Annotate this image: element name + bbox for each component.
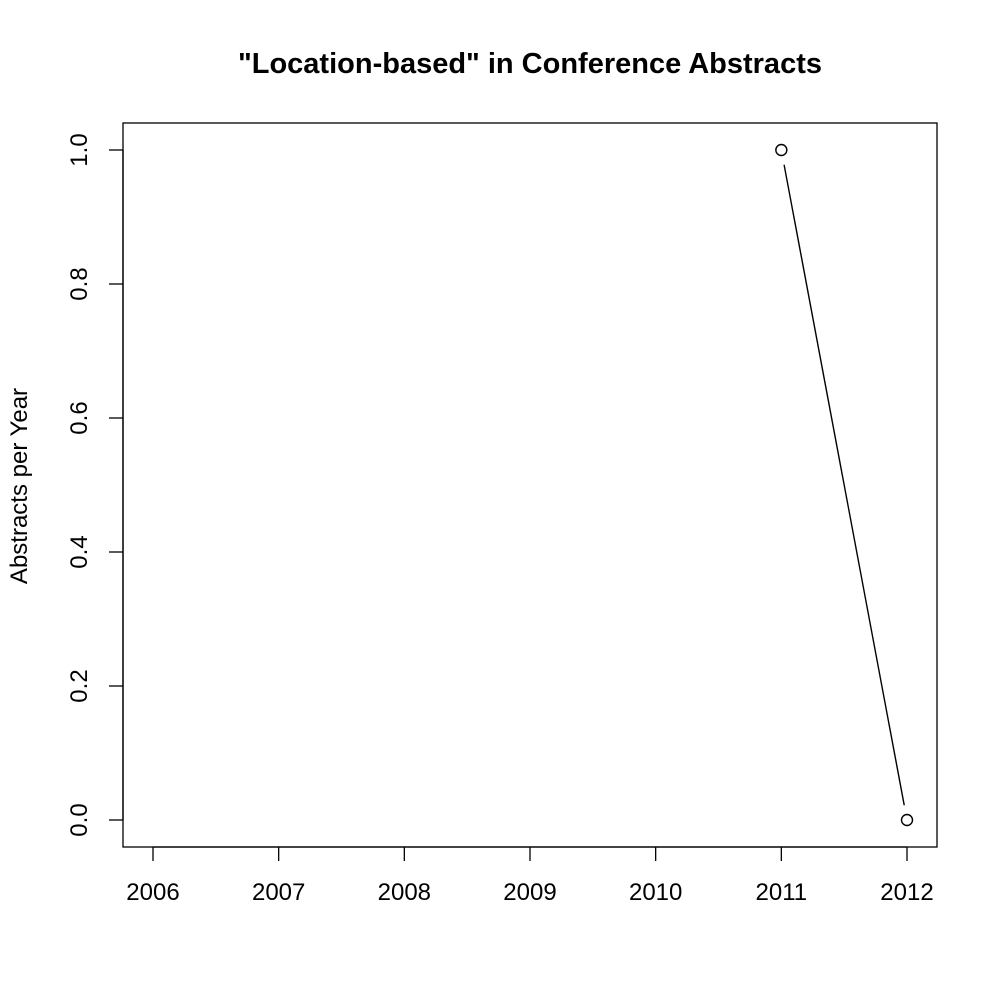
y-axis-label: Abstracts per Year bbox=[6, 388, 33, 584]
y-axis: 0.0 0.2 0.4 0.6 0.8 1.0 bbox=[66, 133, 124, 837]
y-tick-label: 1.0 bbox=[66, 133, 93, 166]
data-point bbox=[775, 143, 788, 157]
y-tick-label: 0.0 bbox=[66, 803, 93, 836]
chart-title: "Location-based" in Conference Abstracts bbox=[238, 48, 822, 80]
x-tick-label: 2010 bbox=[629, 879, 682, 906]
x-tick-label: 2009 bbox=[503, 879, 556, 906]
series bbox=[775, 143, 914, 827]
x-tick-label: 2007 bbox=[252, 879, 305, 906]
x-axis: 2006 2007 2008 2009 2010 2011 2012 bbox=[126, 846, 934, 906]
x-tick-label: 2011 bbox=[756, 879, 808, 906]
y-tick-label: 0.8 bbox=[66, 267, 93, 300]
y-tick-label: 0.6 bbox=[66, 401, 93, 434]
plot-frame bbox=[122, 122, 938, 848]
data-point bbox=[900, 813, 914, 827]
y-tick-label: 0.2 bbox=[66, 669, 93, 702]
x-tick-label: 2006 bbox=[126, 879, 179, 906]
x-tick-label: 2012 bbox=[880, 879, 933, 906]
y-tick-label: 0.4 bbox=[66, 535, 93, 568]
series-line-segment bbox=[783, 164, 905, 806]
x-tick-label: 2008 bbox=[378, 879, 431, 906]
